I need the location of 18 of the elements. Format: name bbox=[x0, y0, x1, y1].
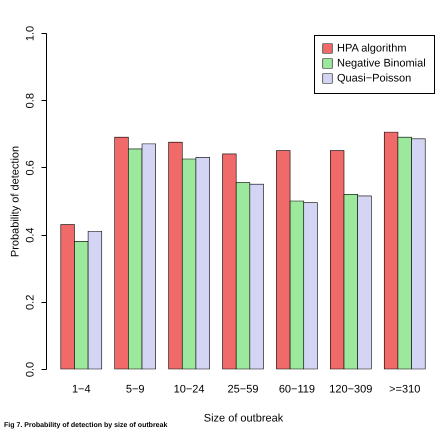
y-tick-label: 1.0 bbox=[24, 26, 36, 42]
x-axis-title: Size of outbreak bbox=[204, 412, 284, 424]
y-tick-label: 0.4 bbox=[24, 227, 36, 243]
legend-label: Quasi−Poisson bbox=[337, 72, 412, 84]
legend-label: Negative Binomial bbox=[337, 58, 426, 70]
x-tick-label: 25−59 bbox=[228, 384, 258, 396]
x-tick-label: 10−24 bbox=[174, 384, 205, 396]
y-tick-label: 0.6 bbox=[24, 160, 36, 176]
x-tick-label: 1−4 bbox=[72, 384, 91, 396]
y-axis-title: Probability of detection bbox=[10, 146, 22, 258]
x-tick-label: 120−309 bbox=[329, 384, 372, 396]
y-tick-label: 0.8 bbox=[24, 93, 36, 108]
legend-label: HPA algorithm bbox=[337, 42, 406, 54]
x-tick-label: 5−9 bbox=[126, 384, 145, 396]
y-tick-label: 0.2 bbox=[24, 294, 36, 310]
x-tick-label: 60−119 bbox=[278, 384, 316, 396]
y-tick-label: 0.0 bbox=[24, 362, 36, 378]
x-tick-label: >=310 bbox=[389, 384, 420, 396]
